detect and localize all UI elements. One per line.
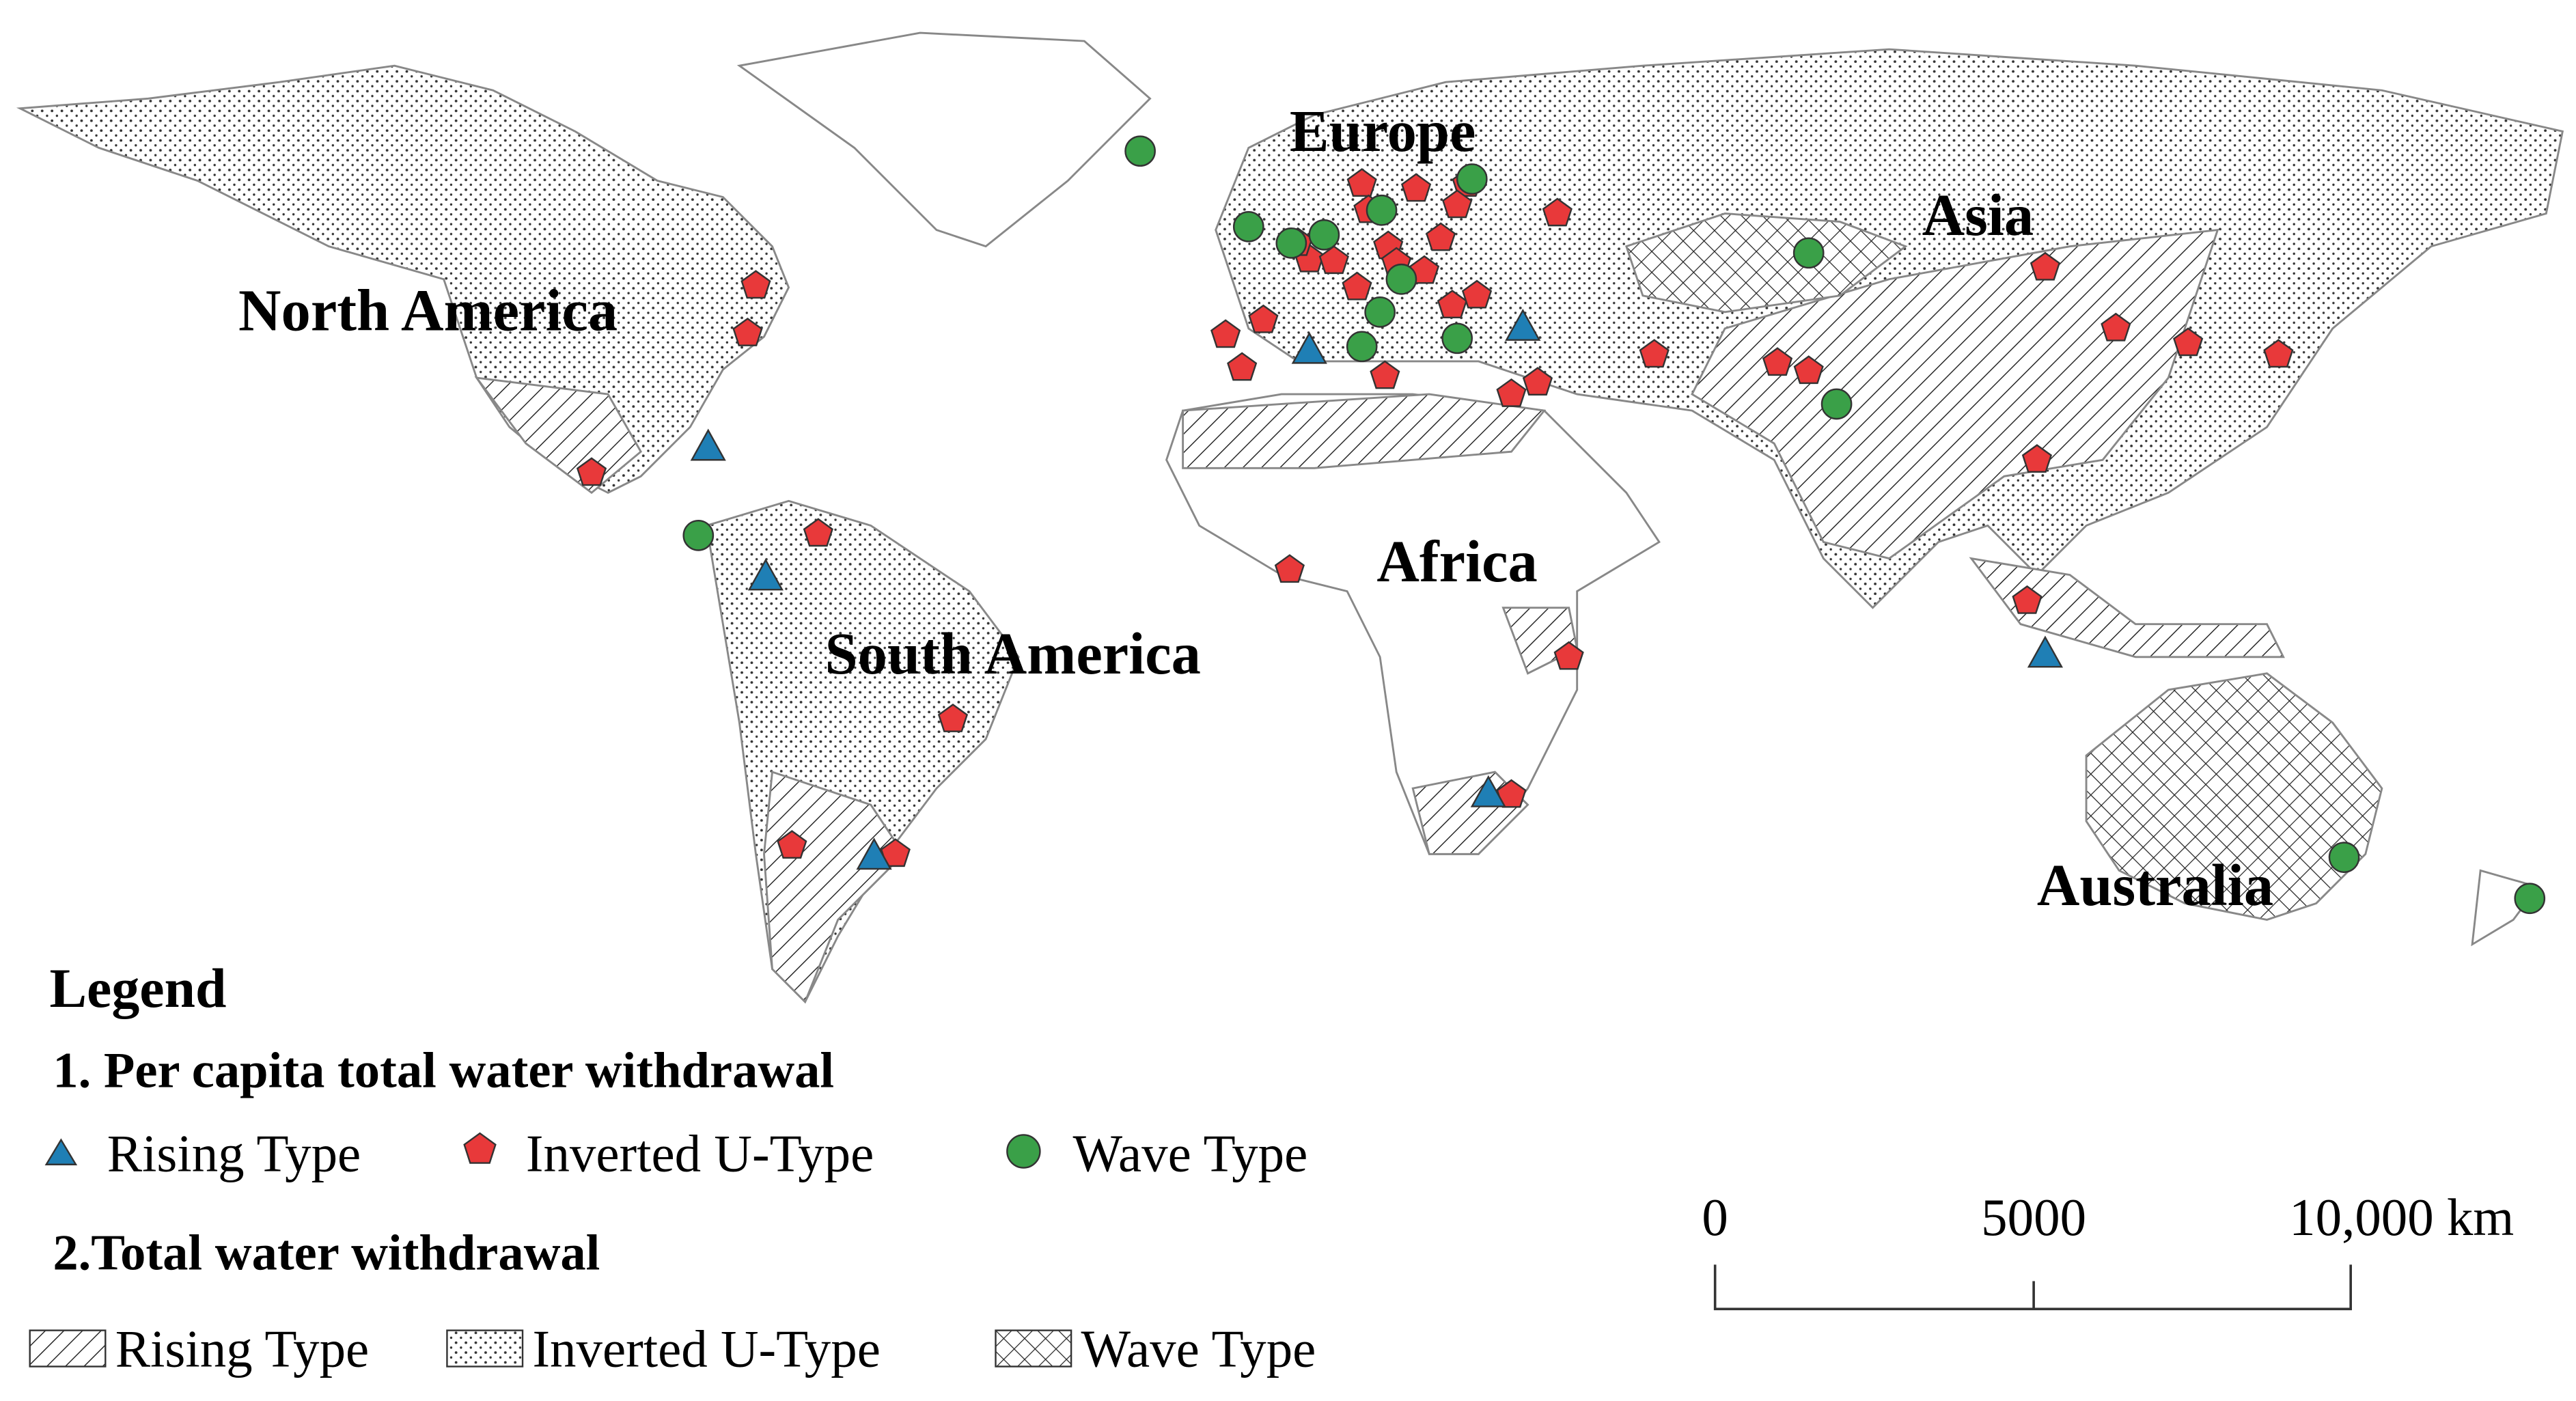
map-marker bbox=[1346, 168, 1377, 197]
map-marker bbox=[732, 317, 763, 346]
map-marker bbox=[1792, 237, 1825, 269]
continent-label: Europe bbox=[1290, 98, 1476, 164]
map-marker bbox=[1442, 189, 1473, 219]
map-marker bbox=[1820, 388, 1853, 420]
map-marker bbox=[856, 837, 892, 870]
land bbox=[16, 31, 2564, 1004]
map-marker bbox=[1274, 554, 1305, 583]
map-marker bbox=[1553, 641, 1584, 670]
map-marker bbox=[2012, 585, 2042, 614]
scale-line bbox=[1713, 1264, 2352, 1311]
map-marker bbox=[1275, 227, 1307, 259]
map-marker bbox=[2263, 339, 2294, 368]
map-marker bbox=[1522, 367, 1553, 396]
legend-item: Rising Type bbox=[107, 1124, 361, 1182]
legend: Legend 1. Per capita total water withdra… bbox=[29, 957, 1316, 1378]
legend-item: Rising Type bbox=[115, 1320, 370, 1378]
scale-label: 10,000 km bbox=[2289, 1188, 2514, 1247]
legend-symbol bbox=[463, 1132, 497, 1164]
map-marker bbox=[1346, 331, 1378, 363]
map-marker bbox=[1437, 290, 1468, 318]
map-marker bbox=[1762, 347, 1793, 376]
legend-symbol bbox=[995, 1329, 1072, 1368]
legend-symbol bbox=[1006, 1134, 1041, 1169]
map-marker bbox=[2021, 444, 2053, 473]
continent-label: South America bbox=[825, 621, 1201, 686]
markers bbox=[576, 135, 2546, 915]
map-marker bbox=[1210, 319, 1241, 348]
map-marker bbox=[2328, 842, 2360, 873]
map-marker bbox=[740, 270, 771, 299]
map-marker bbox=[1318, 245, 1349, 275]
legend-section: 2.Total water withdrawal bbox=[53, 1225, 600, 1281]
map-marker bbox=[1124, 135, 1156, 167]
continent-label: Asia bbox=[1922, 182, 2034, 248]
map-marker bbox=[2514, 883, 2546, 915]
legend-symbol bbox=[44, 1138, 78, 1165]
map-marker bbox=[1370, 360, 1400, 389]
scale-bar: 0 5000 10,000 km bbox=[1702, 1188, 2514, 1311]
map-marker bbox=[2027, 635, 2064, 668]
map-marker bbox=[1248, 304, 1279, 333]
map-marker bbox=[1461, 279, 1493, 309]
map-marker bbox=[803, 518, 833, 547]
map-marker bbox=[1308, 219, 1340, 251]
legend-item: Inverted U-Type bbox=[526, 1124, 874, 1182]
legend-item: Wave Type bbox=[1081, 1320, 1316, 1378]
map-marker bbox=[1364, 296, 1396, 328]
continent-label: North America bbox=[238, 277, 618, 343]
map-marker bbox=[1385, 263, 1417, 295]
continent-label: Africa bbox=[1376, 529, 1537, 594]
continent-label: Australia bbox=[2037, 852, 2273, 918]
map-marker bbox=[747, 558, 784, 591]
map-marker bbox=[1400, 173, 1432, 202]
map-marker bbox=[2030, 251, 2061, 281]
map-marker bbox=[937, 704, 969, 732]
map-marker bbox=[1793, 355, 1824, 385]
scale-label: 0 bbox=[1702, 1188, 1728, 1247]
map-marker bbox=[682, 520, 715, 551]
continent-labels: Europe Asia North America Africa South A… bbox=[238, 98, 2273, 918]
scale-label: 5000 bbox=[1981, 1188, 2086, 1247]
map-marker bbox=[1409, 255, 1440, 284]
map-marker bbox=[1366, 194, 1398, 226]
map-marker bbox=[1505, 308, 1541, 341]
map-marker bbox=[1496, 779, 1527, 808]
map-marker bbox=[1496, 378, 1527, 407]
map-marker bbox=[1456, 163, 1488, 195]
legend-symbol bbox=[29, 1329, 107, 1368]
map-marker bbox=[1291, 331, 1327, 364]
map-marker bbox=[2173, 327, 2204, 357]
map-marker bbox=[1426, 222, 1456, 251]
map-marker bbox=[1470, 775, 1506, 807]
map-marker bbox=[1542, 197, 1573, 227]
map-marker bbox=[1342, 271, 1372, 301]
map-marker bbox=[1639, 339, 1670, 368]
legend-title: Legend bbox=[50, 957, 227, 1019]
legend-item: Wave Type bbox=[1073, 1124, 1308, 1182]
map-marker bbox=[1227, 352, 1258, 381]
map-marker bbox=[777, 830, 807, 859]
map-marker bbox=[2101, 312, 2131, 342]
legend-item: Inverted U-Type bbox=[532, 1320, 880, 1378]
map-marker bbox=[1441, 322, 1473, 355]
legend-section: 1. Per capita total water withdrawal bbox=[53, 1043, 834, 1099]
map-marker bbox=[576, 457, 607, 486]
map-marker bbox=[880, 838, 911, 868]
legend-symbol bbox=[446, 1329, 524, 1368]
map-marker bbox=[690, 428, 726, 461]
map-marker bbox=[1232, 210, 1264, 242]
